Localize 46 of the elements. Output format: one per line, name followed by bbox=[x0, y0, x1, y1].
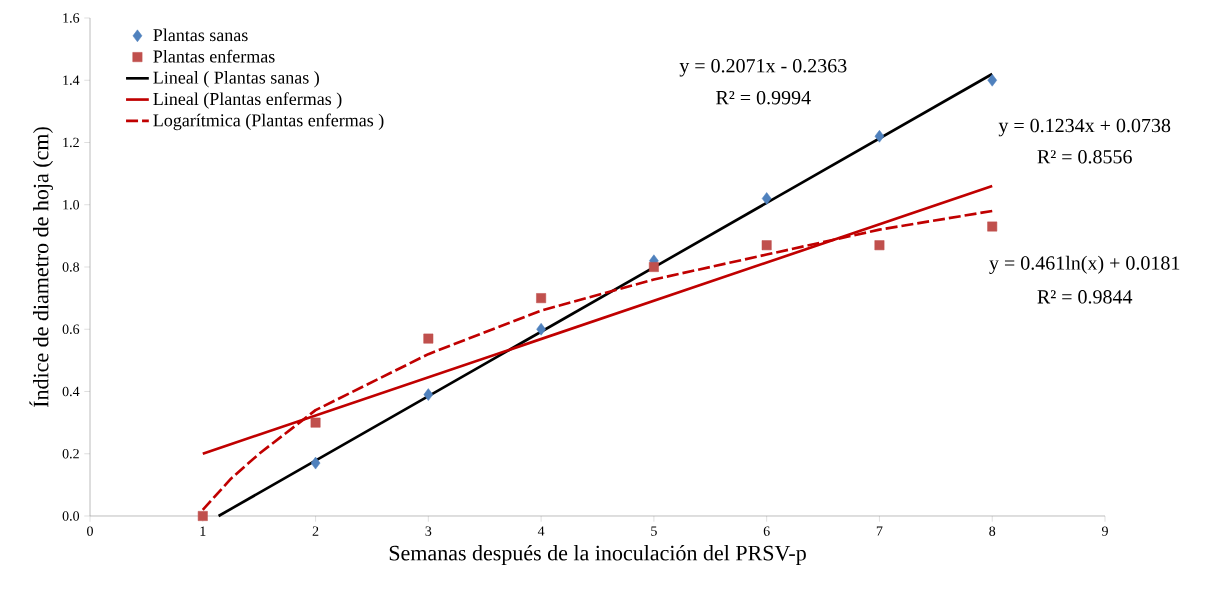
y-tick-label: 0.2 bbox=[62, 449, 79, 459]
point bbox=[423, 388, 434, 401]
y-tick-label: 0.0 bbox=[62, 511, 80, 521]
y-tick-label: 1.0 bbox=[63, 200, 80, 210]
point bbox=[874, 130, 885, 143]
point bbox=[648, 262, 659, 272]
point bbox=[423, 333, 434, 344]
point bbox=[761, 192, 772, 205]
annotation: y = 0.1234x + 0.0738 bbox=[998, 118, 1171, 137]
point bbox=[197, 511, 208, 521]
annotation: y = 0.461ln(x) + 0.0181 bbox=[989, 255, 1180, 274]
y-tick-label: 0.8 bbox=[62, 262, 80, 272]
y-axis-title: Índice de diametro de hoja (cm) bbox=[29, 127, 53, 407]
y-tick-label: 0.6 bbox=[62, 324, 80, 334]
point bbox=[987, 221, 998, 232]
x-tick-label: 0 bbox=[87, 526, 93, 536]
x-tick-label: 4 bbox=[537, 526, 545, 536]
legend-label: Plantas sanas bbox=[153, 28, 248, 42]
legend-label: Plantas enfermas bbox=[153, 49, 275, 63]
y-tick-label: 0.4 bbox=[62, 386, 80, 397]
legend-label: Lineal (Plantas enfermas ) bbox=[153, 92, 342, 109]
x-tick-label: 2 bbox=[312, 526, 319, 536]
annotation: R² = 0.9844 bbox=[1037, 290, 1133, 304]
x-tick-label: 3 bbox=[425, 526, 432, 536]
y-tick-label: 1.4 bbox=[63, 75, 80, 85]
x-tick-label: 1 bbox=[200, 526, 206, 536]
point bbox=[536, 293, 547, 304]
legend-label: Lineal ( Plantas sanas ) bbox=[153, 71, 319, 88]
point bbox=[310, 456, 321, 470]
y-tick-label: 1.2 bbox=[63, 137, 79, 148]
y-tick-label: 1.6 bbox=[63, 13, 80, 23]
point bbox=[536, 322, 546, 336]
point bbox=[761, 240, 772, 251]
annotation: y = 0.2071x - 0.2363 bbox=[679, 58, 847, 77]
x-tick-label: 9 bbox=[1101, 526, 1108, 536]
x-tick-label: 8 bbox=[989, 526, 996, 536]
x-axis-title: Semanas después de la inoculación del PRSV-p bbox=[389, 545, 806, 565]
point bbox=[874, 240, 885, 251]
legend-label: Logarítmica (Plantas enfermas ) bbox=[153, 113, 384, 131]
annotation: R² = 0.8556 bbox=[1037, 150, 1132, 164]
annotation: R² = 0.9994 bbox=[716, 90, 811, 105]
x-tick-label: 5 bbox=[651, 526, 657, 536]
x-tick-label: 7 bbox=[876, 526, 883, 536]
point bbox=[987, 73, 997, 87]
point bbox=[310, 417, 321, 428]
x-tick-label: 6 bbox=[763, 526, 770, 536]
